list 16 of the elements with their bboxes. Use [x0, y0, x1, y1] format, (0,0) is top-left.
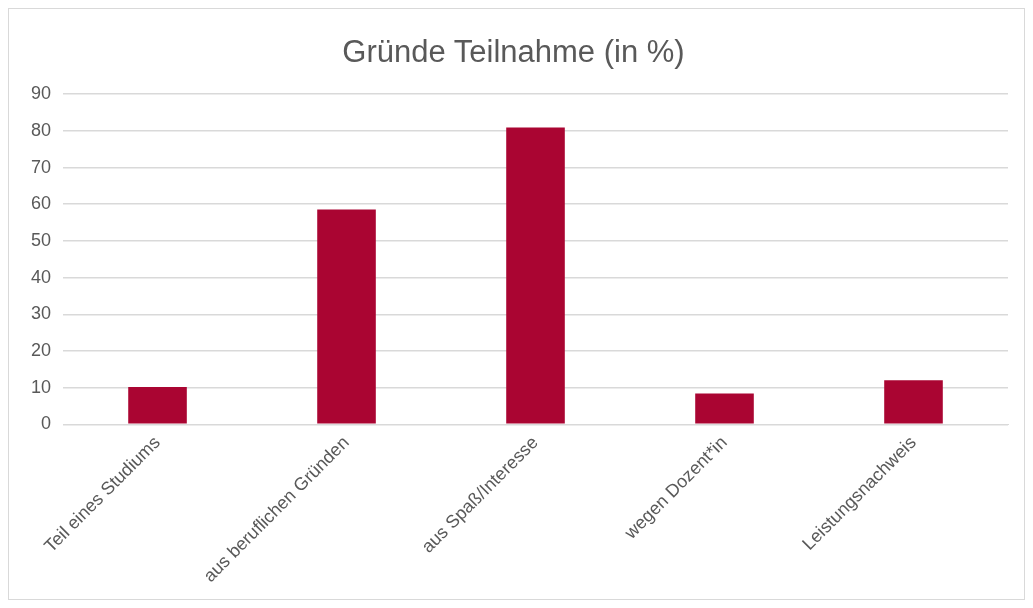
y-tick-label: 70 [30, 156, 52, 177]
y-tick-label: 80 [30, 119, 52, 140]
bar [128, 386, 187, 424]
chart-title: Gründe Teilnahme (in %) [342, 34, 685, 70]
y-tick-label: 60 [30, 193, 52, 214]
y-tick-label: 20 [30, 339, 52, 360]
y-tick-label: 30 [30, 303, 52, 324]
y-tick-label: 90 [30, 83, 52, 104]
bar [317, 209, 376, 424]
bar [506, 127, 565, 424]
y-tick-label: 40 [30, 266, 52, 287]
bar [695, 393, 754, 424]
bar [884, 380, 943, 424]
y-tick-label: 10 [30, 376, 52, 397]
y-tick-label: 50 [30, 229, 52, 250]
y-tick-label: 0 [41, 413, 52, 434]
